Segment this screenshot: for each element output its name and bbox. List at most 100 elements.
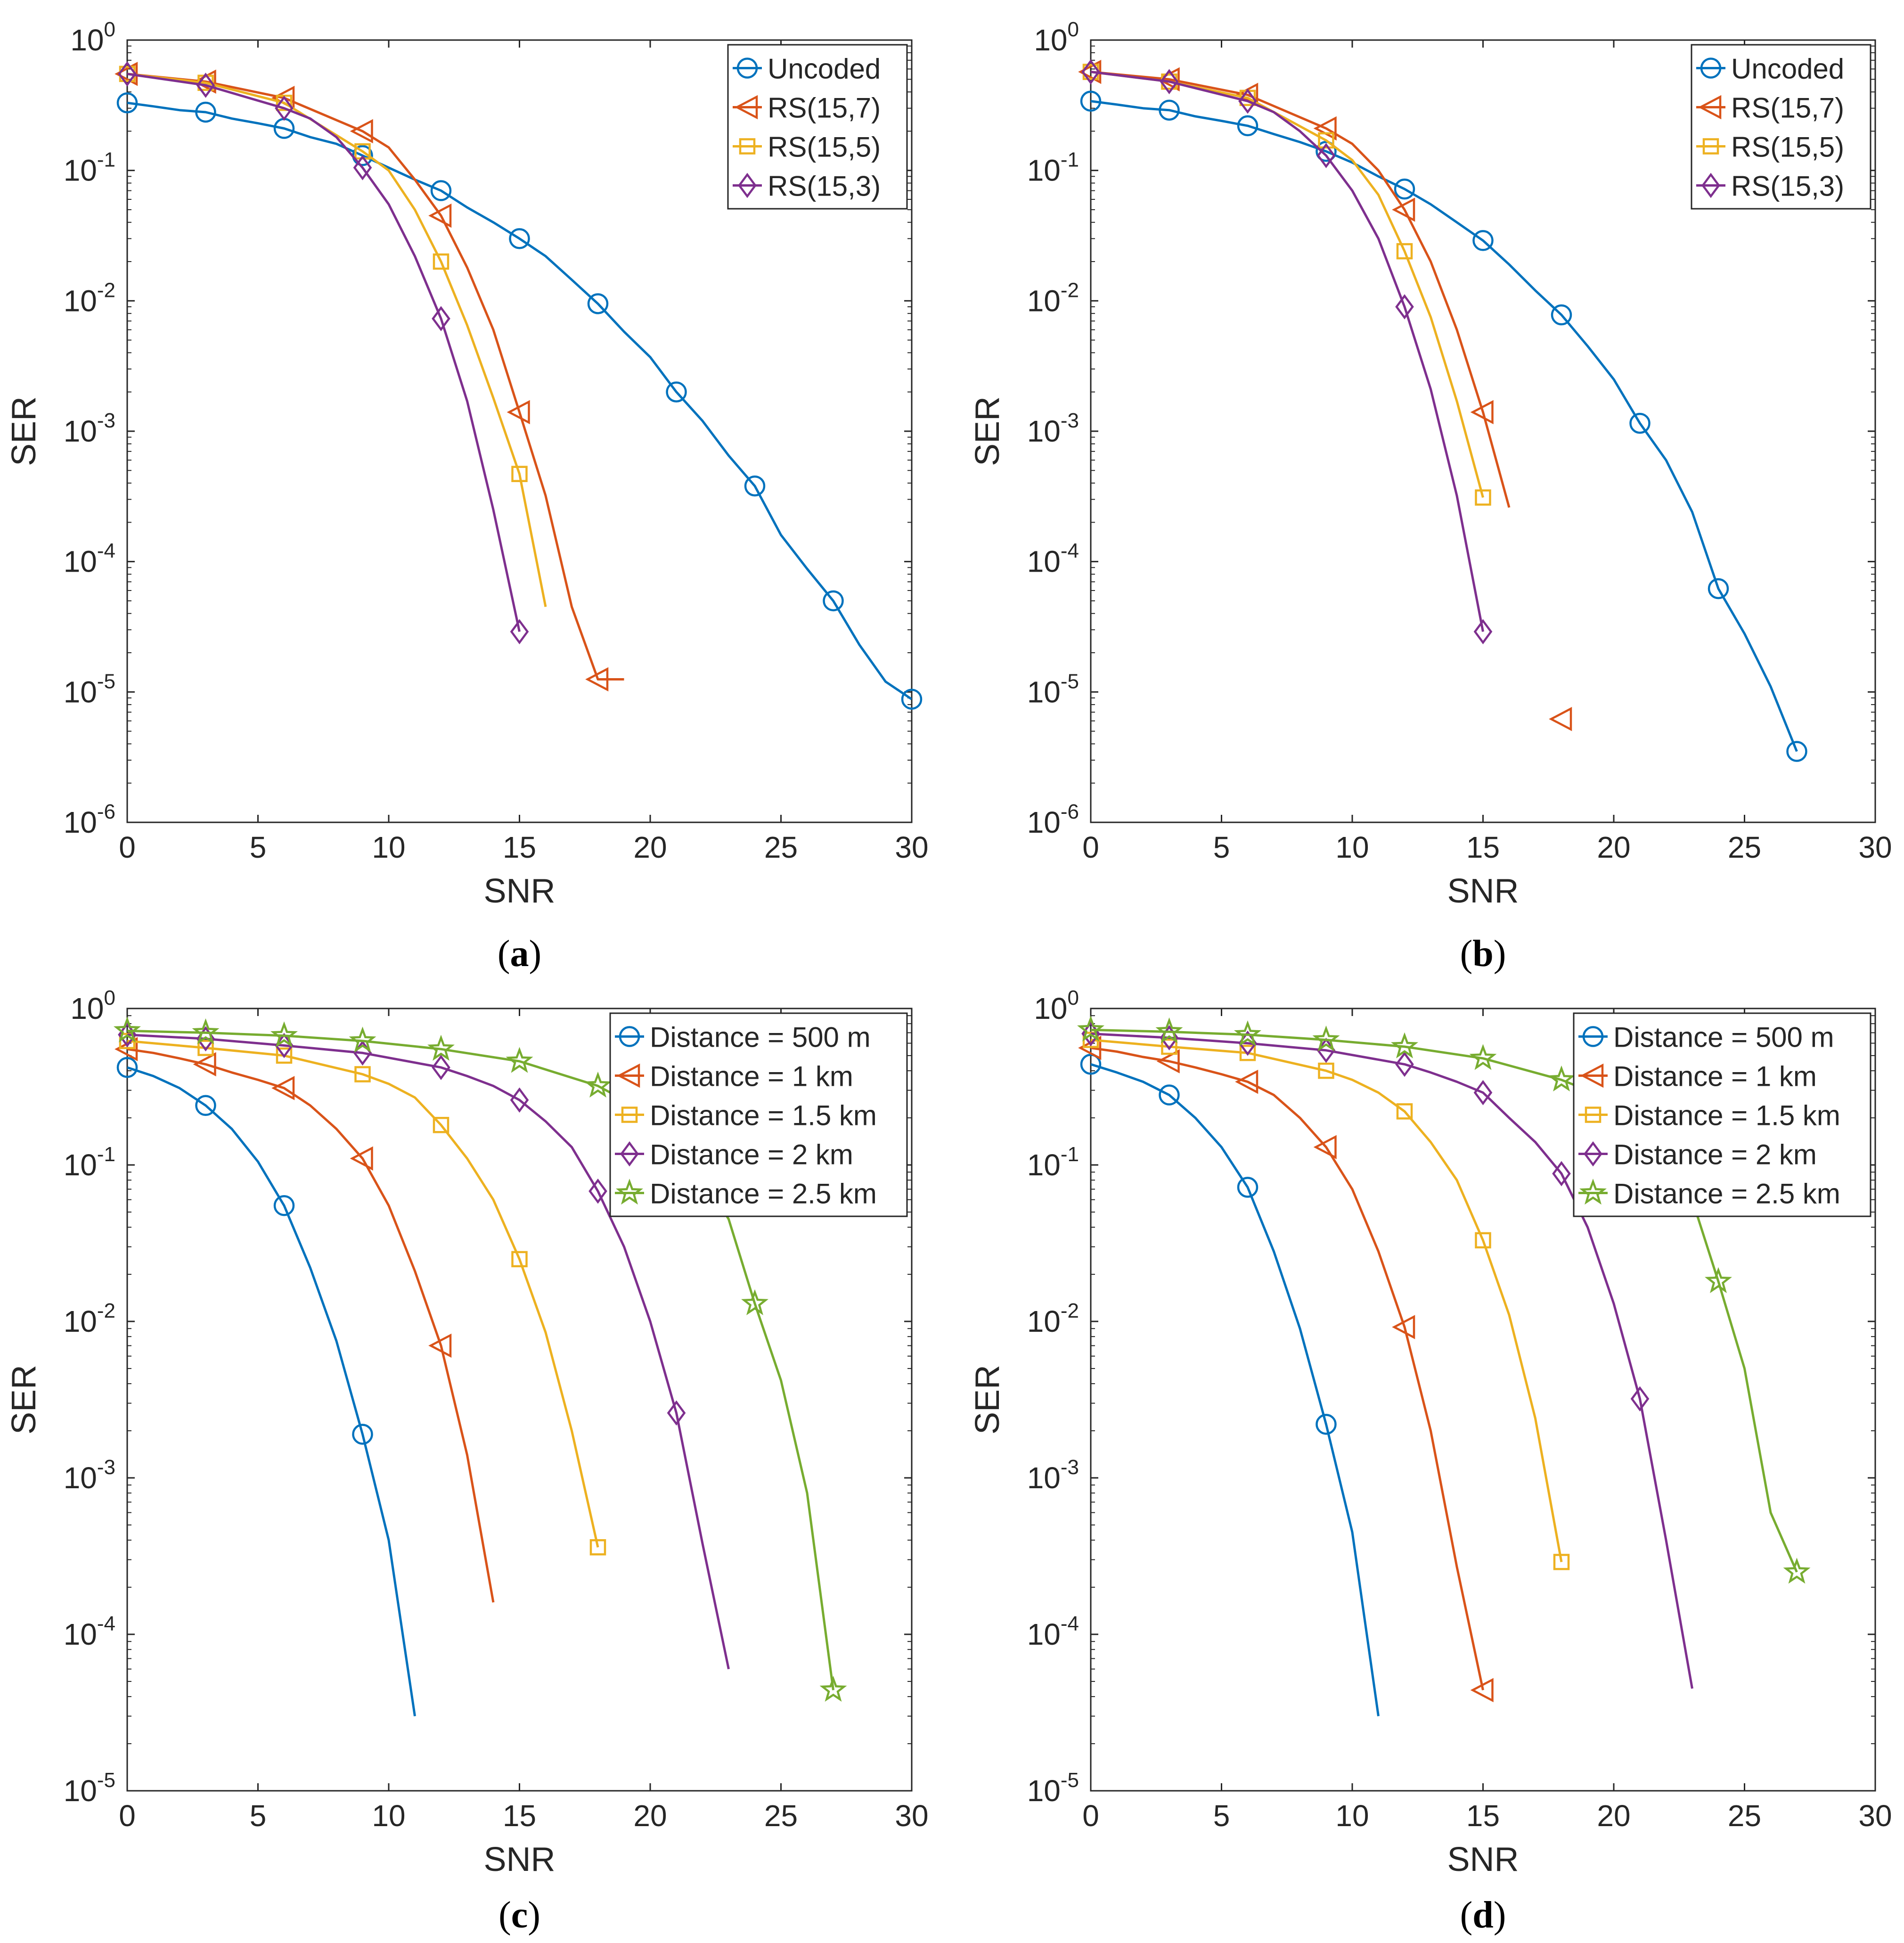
- y-axis-label: SER: [5, 396, 43, 466]
- circle-marker: [1708, 578, 1729, 599]
- square-marker: [1318, 1062, 1334, 1079]
- diamond-marker: [510, 619, 529, 645]
- panel-a: 0 5 10 15 20 25 30 10-6 10-5 10-4 10-3 10-2 10-1 100 S…: [5, 18, 929, 975]
- y-tick-label: 10-4: [64, 540, 115, 579]
- circle-marker: [116, 1057, 138, 1078]
- diamond-marker: [1630, 1386, 1650, 1412]
- y-tick-label: 100: [1034, 986, 1079, 1025]
- legend-label: Distance = 1.5 km: [650, 1100, 877, 1131]
- legend-diamond-marker: [620, 1141, 639, 1167]
- x-tick-label: 15: [503, 830, 536, 864]
- pentagram-marker: [349, 1026, 376, 1053]
- panel-caption: (c): [498, 1894, 540, 1936]
- diamond-marker: [1316, 143, 1336, 168]
- triangle-left-marker: [1470, 1678, 1494, 1703]
- series-line: [1091, 100, 1798, 752]
- legend-label: Distance = 2.5 km: [650, 1178, 877, 1210]
- circle-marker: [1080, 1054, 1102, 1075]
- x-tick-label: 30: [895, 1799, 928, 1833]
- x-tick-label: 5: [250, 830, 267, 864]
- y-tick-label: 10-2: [64, 279, 115, 318]
- square-marker: [511, 466, 528, 482]
- legend-label: RS(15,5): [768, 131, 881, 163]
- series-line: [127, 1033, 730, 1670]
- pentagram-marker: [1783, 1558, 1811, 1584]
- square-marker: [1396, 1103, 1413, 1120]
- pentagram-marker: [1234, 1020, 1261, 1047]
- square-marker: [1239, 1045, 1256, 1061]
- legend: Distance = 500 m Distance = 1 km Distance …: [609, 1012, 908, 1217]
- legend-square-marker: [739, 138, 756, 155]
- y-tick-label: 10-1: [64, 148, 115, 188]
- y-tick-label: 10-6: [64, 800, 115, 839]
- diamond-marker: [510, 1087, 529, 1113]
- series-line: [1091, 1033, 1693, 1689]
- legend-circle-marker: [1700, 57, 1722, 79]
- pentagram-marker: [506, 1047, 533, 1073]
- legend-label: Distance = 1 km: [1613, 1061, 1817, 1092]
- pentagram-marker: [192, 1018, 220, 1045]
- series: [116, 1057, 416, 1716]
- legend-label: Distance = 2 km: [650, 1139, 853, 1171]
- x-tick-label: 20: [1597, 830, 1630, 864]
- circle-marker: [352, 1424, 373, 1445]
- y-axis-label: SER: [969, 396, 1006, 466]
- x-tick-label: 30: [895, 830, 928, 864]
- series: [1078, 1035, 1494, 1703]
- square-marker: [1553, 1554, 1570, 1570]
- y-tick-label: 10-5: [64, 1769, 115, 1808]
- triangle-left-marker: [350, 1146, 373, 1171]
- y-tick-label: 100: [70, 18, 115, 57]
- legend-circle-marker: [619, 1026, 640, 1047]
- diamond-marker: [1081, 59, 1100, 85]
- square-marker: [354, 1066, 371, 1082]
- square-marker: [589, 1539, 606, 1556]
- diamond-marker: [1473, 619, 1493, 645]
- legend-pentagram-marker: [616, 1179, 643, 1205]
- legend-triangle-left-marker: [735, 95, 758, 120]
- square-marker: [197, 1040, 214, 1056]
- x-axis-label: SNR: [1447, 1841, 1519, 1878]
- series: [1082, 64, 1491, 506]
- circle-marker: [1551, 304, 1572, 326]
- y-tick-label: 10-2: [64, 1299, 115, 1338]
- square-marker: [1475, 489, 1491, 506]
- diamond-marker: [1238, 88, 1257, 114]
- circle-marker: [116, 92, 138, 114]
- series-line: [127, 1066, 416, 1716]
- circle-marker: [430, 180, 452, 201]
- x-tick-label: 15: [1466, 1799, 1500, 1833]
- y-tick-label: 10-1: [64, 1143, 115, 1182]
- panel-caption: (b): [1460, 933, 1506, 975]
- y-tick-label: 10-1: [1027, 1143, 1079, 1182]
- x-tick-label: 0: [1082, 830, 1099, 864]
- series: [118, 61, 529, 645]
- x-tick-label: 5: [250, 1799, 267, 1833]
- circle-marker: [1237, 115, 1258, 137]
- x-tick-label: 0: [1082, 1799, 1099, 1833]
- y-tick-label: 100: [1034, 18, 1079, 57]
- x-axis-label: SNR: [483, 1841, 555, 1878]
- legend: Uncoded RS(15,7) RS(15,5) RS(15,3): [727, 44, 908, 210]
- circle-marker: [1080, 90, 1102, 112]
- triangle-left-marker: [1392, 197, 1415, 222]
- x-tick-label: 10: [372, 830, 405, 864]
- x-tick-label: 20: [633, 1799, 667, 1833]
- circle-marker: [1159, 1084, 1180, 1106]
- x-tick-label: 25: [1728, 1799, 1761, 1833]
- square-marker: [1396, 243, 1413, 260]
- pentagram-marker: [270, 1021, 298, 1048]
- pentagram-marker: [819, 1675, 847, 1702]
- legend-label: Uncoded: [1731, 53, 1844, 85]
- y-tick-label: 10-5: [64, 670, 115, 709]
- pentagram-marker: [427, 1034, 455, 1061]
- triangle-left-marker: [507, 400, 530, 425]
- series-line: [1091, 71, 1484, 632]
- series: [1080, 90, 1807, 762]
- y-tick-label: 10-3: [64, 409, 115, 448]
- square-marker: [433, 253, 449, 270]
- x-tick-label: 30: [1858, 1799, 1892, 1833]
- circle-marker: [666, 381, 687, 402]
- diamond-marker: [1395, 294, 1414, 320]
